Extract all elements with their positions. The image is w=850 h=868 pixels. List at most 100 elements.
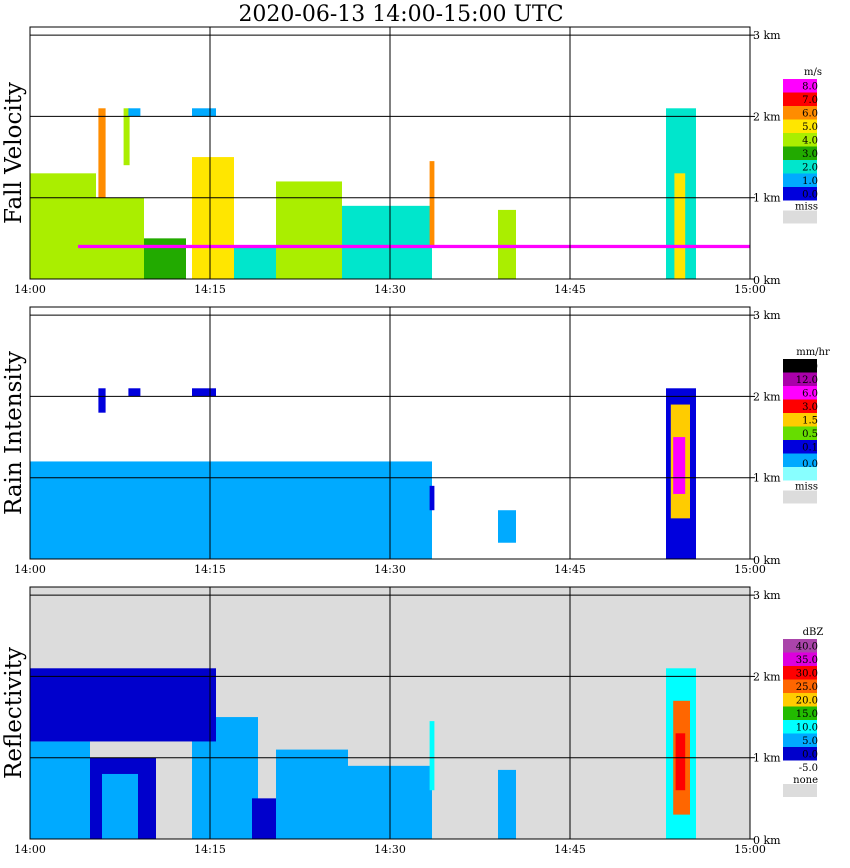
height-tick-label: 2 km (753, 110, 781, 123)
chart-title: 2020-06-13 14:00-15:00 UTC (238, 2, 564, 27)
legend-unit: dBZ (803, 627, 824, 638)
legend-label: 1.5 (802, 416, 818, 427)
data-cell-9 (498, 769, 516, 839)
height-tick-label: 0 km (753, 274, 781, 287)
data-cell-5 (252, 798, 276, 839)
height-tick-label: 0 km (753, 834, 781, 847)
time-tick-label: 14:00 (14, 283, 46, 296)
legend-label: 40.0 (796, 642, 818, 653)
plot-frame (29, 306, 751, 560)
time-tick-label: 15:00 (734, 843, 766, 856)
data-cell-3 (102, 773, 138, 839)
legend-label: 6.0 (802, 109, 818, 120)
legend-label: 5.0 (802, 122, 818, 133)
time-tick-label: 14:15 (194, 563, 226, 576)
time-tick-label: 14:15 (194, 283, 226, 296)
legend-unit: mm/hr (796, 347, 830, 358)
legend-swatch (783, 453, 817, 467)
legend-label: 3.0 (802, 149, 818, 160)
data-cell-11 (342, 205, 432, 279)
legend-label: 10.0 (796, 723, 818, 734)
height-tick-label: 3 km (753, 29, 781, 42)
legend: dBZ 40.0 35.0 30.0 25.0 20.0 15.0 10.0 5.0 0.0 -5.… (783, 627, 823, 797)
legend-missing-swatch (783, 784, 817, 797)
data-cell-12 (429, 161, 435, 247)
legend-swatch (783, 386, 817, 400)
legend-swatch (783, 440, 817, 454)
legend-label: 20.0 (796, 696, 818, 707)
plot-frame (29, 586, 751, 840)
legend-missing-label: miss (795, 202, 818, 213)
legend-swatch (783, 146, 817, 160)
legend-label: 0.0 (802, 750, 818, 761)
data-cell-5 (429, 485, 435, 511)
data-cell-6 (276, 749, 348, 839)
legend-label: 0.5 (802, 429, 818, 440)
data-cell-1 (30, 173, 96, 279)
panel-1: 0 km 1 km 2 km 3 km 14:00 14:15 14:30 14:45 15:0… (1, 26, 822, 296)
legend-label: -5.0 (799, 763, 818, 774)
time-tick-label: 14:30 (374, 563, 406, 576)
legend-label: 35.0 (796, 655, 818, 666)
legend-label: 0.0 (802, 190, 818, 201)
legend-label: 2.0 (802, 163, 818, 174)
time-tick-label: 14:30 (374, 843, 406, 856)
legend-swatch (783, 106, 817, 120)
data-cell-1 (30, 461, 432, 559)
data-cell-8 (192, 157, 234, 279)
legend-label: 6.0 (802, 389, 818, 400)
legend-swatch (783, 413, 817, 427)
legend-swatch (783, 399, 817, 413)
data-cell-4 (192, 388, 216, 397)
data-cell-2 (98, 388, 106, 413)
y-axis-label: Rain Intensity (1, 351, 27, 515)
legend-swatch (783, 693, 817, 707)
height-tick-label: 3 km (753, 589, 781, 602)
data-cell-3 (128, 388, 141, 397)
y-axis-label: Reflectivity (1, 647, 27, 779)
y-axis-label: Fall Velocity (1, 82, 27, 224)
height-tick-label: 1 km (753, 192, 781, 205)
legend-label: 0.0 (802, 459, 818, 470)
legend-swatch (783, 747, 817, 761)
legend-label: 1.0 (802, 176, 818, 187)
data-cell-6 (144, 238, 186, 279)
legend-swatch (783, 359, 817, 373)
legend-missing-swatch (783, 490, 817, 504)
legend-swatch (783, 119, 817, 133)
legend-label: 48.0 (796, 362, 818, 373)
data-cell-13 (498, 209, 516, 279)
legend-label: 25.0 (796, 682, 818, 693)
time-tick-label: 15:00 (734, 283, 766, 296)
data-cell-4 (123, 108, 130, 166)
time-tick-label: 14:00 (14, 563, 46, 576)
legend-missing-label: none (793, 775, 818, 786)
data-cell-8 (429, 721, 435, 791)
legend-label: 4.0 (802, 136, 818, 147)
time-tick-label: 15:00 (734, 563, 766, 576)
time-tick-label: 14:45 (554, 283, 586, 296)
legend-missing-swatch (783, 210, 817, 224)
legend-label: 7.0 (802, 95, 818, 106)
legend-swatch (783, 173, 817, 187)
time-tick-label: 14:00 (14, 843, 46, 856)
legend-label: 12.0 (796, 375, 818, 386)
time-tick-label: 14:30 (374, 283, 406, 296)
legend-swatch (783, 706, 817, 720)
data-cell-9 (673, 437, 686, 494)
height-tick-label: 1 km (753, 472, 781, 485)
legend-swatch (783, 160, 817, 174)
height-tick-label: 2 km (753, 390, 781, 403)
legend: mm/hr 48.0 12.0 6.0 3.0 1.5 0.5 0.1 0.0 miss (783, 347, 830, 504)
legend-swatch (783, 679, 817, 693)
legend-swatch (783, 467, 817, 481)
legend-label: 5.0 (802, 736, 818, 747)
legend-swatch (783, 79, 817, 93)
plot-frame (29, 26, 751, 280)
legend-swatch (783, 760, 817, 774)
time-tick-label: 14:15 (194, 843, 226, 856)
legend-swatch (783, 666, 817, 680)
data-cell-6 (498, 510, 516, 543)
